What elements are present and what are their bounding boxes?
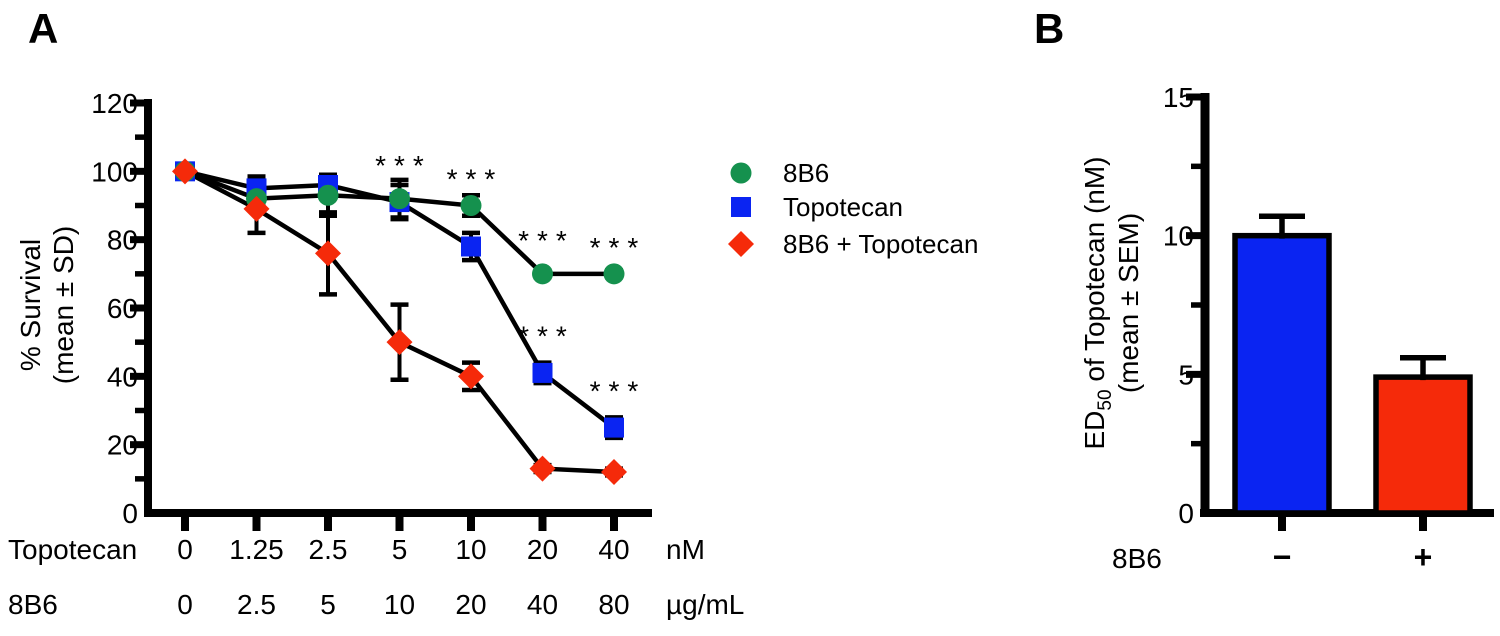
x-row-header: 8B6 xyxy=(8,589,58,620)
data-point-square xyxy=(461,236,481,257)
y-tick-label: 0 xyxy=(122,498,138,529)
x-row-header: Topotecan xyxy=(8,534,137,565)
legend-item: Topotecan xyxy=(731,192,903,222)
y-axis-title: ED50 of Topotecan (nM) xyxy=(1079,157,1116,450)
bar xyxy=(1373,374,1473,516)
data-point-circle xyxy=(460,195,482,216)
x-tick-label: 40 xyxy=(527,589,558,620)
panel-b-label: B xyxy=(1034,5,1065,52)
data-point-circle xyxy=(389,188,410,210)
x-tick-label: 0 xyxy=(177,534,193,565)
x-tick-label: 5 xyxy=(392,534,408,565)
x-row-unit: nM xyxy=(666,534,705,565)
significance-marker: *** xyxy=(518,321,575,352)
x-tick-label: 40 xyxy=(598,534,629,565)
legend-label: 8B6 + Topotecan xyxy=(783,229,978,259)
y-tick-label: 0 xyxy=(1178,498,1194,529)
x-tick-label: 10 xyxy=(384,589,415,620)
legend-diamond-icon xyxy=(728,231,754,257)
y-axis-title: (mean ± SEM) xyxy=(1113,213,1144,393)
data-point-diamond xyxy=(172,158,198,185)
legend-label: Topotecan xyxy=(783,192,903,222)
y-tick-label: 120 xyxy=(91,88,138,119)
significance-marker: *** xyxy=(590,232,647,263)
ed50-bar-chart: 0 5 10 15 ED50 of Topotecan (nM) (mean ± SEM)… xyxy=(1079,82,1494,575)
x-tick-label: 5 xyxy=(320,589,336,620)
data-point-diamond xyxy=(386,329,413,356)
legend-item: 8B6 + Topotecan xyxy=(728,229,978,259)
data-point-diamond xyxy=(243,195,270,222)
x-tick-label: 0 xyxy=(177,589,193,620)
data-point-circle xyxy=(317,184,339,206)
x-tick-label: 80 xyxy=(598,589,629,620)
y-tick-label: 10 xyxy=(1163,221,1194,252)
data-point-circle xyxy=(603,263,625,285)
x-tick-label: 20 xyxy=(455,589,486,620)
data-point-circle xyxy=(532,263,553,285)
y-tick-label: 40 xyxy=(107,361,138,392)
x-axis-title: 8B6 xyxy=(1112,543,1162,574)
y-tick-label: 80 xyxy=(107,225,138,256)
legend-item: 8B6 xyxy=(730,158,829,188)
y-tick-label: 20 xyxy=(107,430,138,461)
panel-a-label: A xyxy=(28,5,59,52)
data-point-diamond xyxy=(458,363,484,390)
legend-square-icon xyxy=(731,197,751,217)
x-tick-label: 2.5 xyxy=(309,534,348,565)
x-tick-label: 10 xyxy=(455,534,486,565)
legend-circle-icon xyxy=(730,162,752,184)
y-tick-label: 5 xyxy=(1178,359,1194,390)
x-category-label: + xyxy=(1414,539,1433,575)
data-point-diamond xyxy=(601,459,627,485)
data-point-diamond xyxy=(315,240,341,267)
legend-label: 8B6 xyxy=(783,158,829,188)
x-category-label: − xyxy=(1273,539,1292,575)
significance-marker: *** xyxy=(447,163,504,194)
data-point-square xyxy=(604,417,624,438)
x-tick-label: 2.5 xyxy=(237,589,276,620)
y-tick-label: 15 xyxy=(1163,82,1194,113)
bar xyxy=(1232,232,1332,516)
significance-marker: *** xyxy=(375,150,432,181)
x-row-unit: µg/mL xyxy=(666,589,744,620)
y-tick-label: 60 xyxy=(107,293,138,324)
y-tick-label: 100 xyxy=(91,156,138,187)
x-tick-label: 1.25 xyxy=(229,534,284,565)
y-axis-title: % Survival xyxy=(15,239,46,371)
data-point-square xyxy=(532,362,553,383)
data-point-diamond xyxy=(529,455,556,482)
significance-marker: *** xyxy=(518,225,575,256)
y-axis-title: (mean ± SD) xyxy=(48,226,79,385)
x-tick-label: 20 xyxy=(527,534,558,565)
significance-marker: *** xyxy=(590,375,647,406)
